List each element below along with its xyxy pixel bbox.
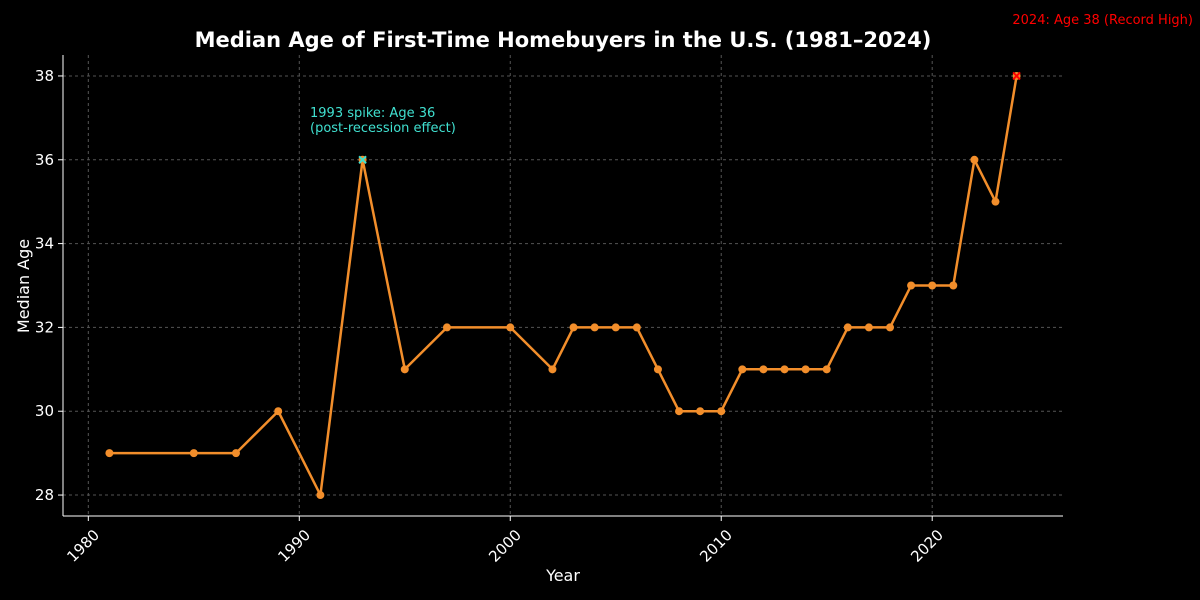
- annotations: 1993 spike: Age 36 (post-recession effect…: [310, 13, 1193, 164]
- data-point: [400, 365, 409, 374]
- data-point: [569, 323, 578, 332]
- y-tick-label: 30: [35, 402, 54, 420]
- data-point: [717, 407, 726, 416]
- y-tick-label: 28: [35, 486, 54, 504]
- x-tick-label: 2020: [907, 526, 947, 566]
- annotation-line: 1993 spike: Age 36: [310, 106, 435, 121]
- data-point: [738, 365, 747, 374]
- data-point: [843, 323, 852, 332]
- y-axis-label: Median Age: [14, 239, 33, 333]
- series-line: [109, 75, 1018, 497]
- data-point: [590, 323, 599, 332]
- annotation-marker: [358, 155, 367, 164]
- data-point: [189, 449, 198, 458]
- data-point: [548, 365, 557, 374]
- data-point: [780, 365, 789, 374]
- y-tick-label: 34: [35, 235, 54, 253]
- annotation-line: 2024: Age 38 (Record High): [1012, 13, 1193, 28]
- series-group: [105, 71, 1021, 500]
- annotation-line: (post-recession effect): [310, 121, 456, 136]
- data-point: [231, 449, 240, 458]
- axes: [62, 55, 1063, 517]
- y-tick-label: 32: [35, 318, 54, 336]
- data-point: [864, 323, 873, 332]
- data-point: [801, 365, 810, 374]
- ticks: 1980 1990 2000 2010 2020 28 30 32 34 36 38: [35, 67, 947, 566]
- x-tick-label: 1980: [63, 526, 103, 566]
- data-point: [949, 281, 958, 290]
- data-point: [907, 281, 916, 290]
- data-point: [759, 365, 768, 374]
- data-point: [970, 155, 979, 164]
- grid-lines: [63, 55, 1063, 516]
- annotation-1993-spike: 1993 spike: Age 36 (post-recession effect…: [310, 106, 456, 136]
- data-point: [611, 323, 620, 332]
- y-tick-label: 38: [35, 67, 54, 85]
- x-tick-label: 2000: [485, 526, 525, 566]
- x-axis-label: Year: [545, 566, 580, 585]
- data-point: [822, 365, 831, 374]
- data-point: [928, 281, 937, 290]
- data-point: [105, 449, 114, 458]
- data-point: [675, 407, 684, 416]
- annotation-2024-record: 2024: Age 38 (Record High): [1012, 13, 1193, 28]
- data-point: [886, 323, 895, 332]
- data-point: [442, 323, 451, 332]
- x-tick-label: 1990: [274, 526, 314, 566]
- x-tick-label: 2010: [696, 526, 736, 566]
- data-point: [991, 197, 1000, 206]
- data-point: [506, 323, 515, 332]
- data-point: [316, 491, 325, 500]
- chart-title: Median Age of First-Time Homebuyers in t…: [195, 28, 932, 52]
- y-tick-label: 36: [35, 151, 54, 169]
- data-point: [696, 407, 705, 416]
- data-point: [632, 323, 641, 332]
- annotation-marker: [1012, 71, 1021, 81]
- data-point: [653, 365, 662, 374]
- data-point: [274, 407, 283, 416]
